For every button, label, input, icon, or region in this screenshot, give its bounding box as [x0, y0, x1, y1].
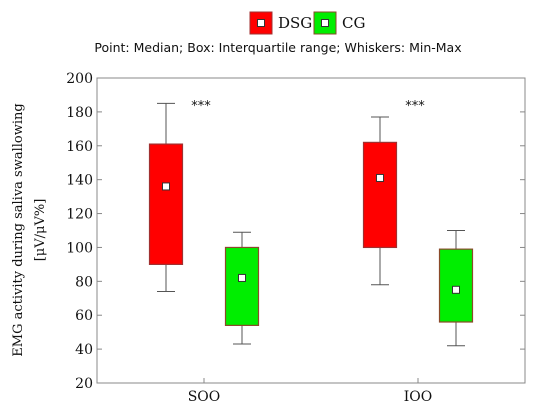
legend-item-dsg: DSG [249, 11, 312, 35]
y-tick-label: 180 [66, 105, 93, 121]
y-tick-label: 200 [66, 71, 93, 87]
y-tick-label: 20 [75, 376, 93, 392]
box-series [148, 102, 474, 347]
interquartile-box [362, 141, 398, 249]
y-tick-label: 160 [66, 139, 93, 155]
x-axis-ticks: SOO IOO [188, 378, 433, 405]
box-cg-soo [224, 231, 260, 345]
y-axis-ticks: 20 40 60 80 100 120 140 160 180 200 [66, 71, 525, 392]
x-tick-label: IOO [404, 389, 433, 405]
plot-frame [96, 77, 526, 384]
legend-marker-cg [321, 19, 329, 27]
y-axis-label-line1: EMG activity during saliva swallowing [11, 103, 26, 356]
annotations: *** *** [191, 99, 425, 114]
median-point [238, 273, 246, 282]
chart-subtitle: Point: Median; Box: Interquartile range;… [94, 40, 461, 55]
x-tick-label: SOO [188, 389, 221, 405]
y-axis-title: EMG activity during saliva swallowing [μ… [11, 103, 48, 356]
legend-item-cg: CG [313, 11, 365, 35]
legend-marker-dsg [257, 19, 265, 27]
median-point [452, 285, 460, 294]
significance-annotation: *** [405, 99, 425, 114]
interquartile-box [224, 246, 260, 326]
box-cg-ioo [438, 230, 474, 347]
box-dsg-soo [148, 102, 184, 292]
y-tick-label: 100 [66, 240, 93, 256]
legend-label-dsg: DSG [278, 14, 312, 32]
y-axis-label-line2: [μV/μV%] [33, 199, 48, 262]
y-tick-label: 40 [75, 342, 93, 358]
interquartile-box [148, 143, 184, 265]
y-tick-label: 140 [66, 173, 93, 189]
y-tick-label: 120 [66, 207, 93, 223]
median-point [162, 182, 170, 191]
box-dsg-ioo [362, 116, 398, 286]
legend: DSG CG [249, 11, 365, 35]
y-tick-label: 60 [75, 308, 93, 324]
interquartile-box [438, 248, 474, 323]
legend-label-cg: CG [342, 14, 365, 32]
significance-annotation: *** [191, 99, 211, 114]
median-point [376, 173, 384, 182]
y-tick-label: 80 [75, 274, 93, 290]
